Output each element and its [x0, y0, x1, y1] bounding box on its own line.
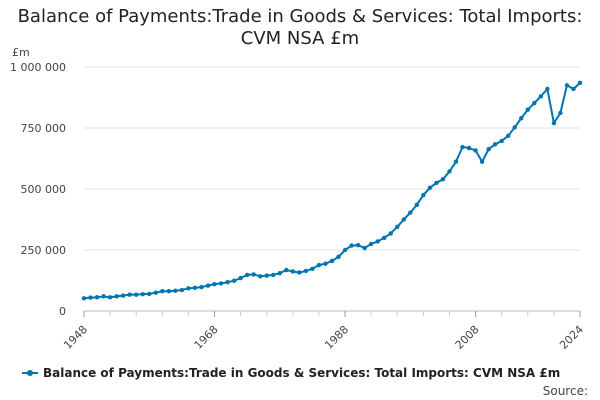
- data-point[interactable]: [342, 247, 348, 253]
- data-point[interactable]: [427, 185, 433, 190]
- data-point[interactable]: [558, 110, 563, 116]
- data-point[interactable]: [355, 242, 361, 248]
- data-point[interactable]: [107, 295, 113, 300]
- data-point[interactable]: [401, 217, 406, 222]
- data-point[interactable]: [271, 272, 276, 278]
- y-tick-label: 0: [59, 305, 66, 318]
- source-label: Source:: [542, 384, 588, 398]
- data-point[interactable]: [545, 86, 550, 92]
- data-point[interactable]: [192, 285, 198, 291]
- x-tick-label: 1968: [192, 323, 221, 352]
- data-point[interactable]: [434, 180, 439, 186]
- data-point[interactable]: [179, 287, 185, 293]
- data-point[interactable]: [205, 283, 211, 288]
- data-point[interactable]: [173, 288, 178, 293]
- data-point[interactable]: [160, 289, 165, 294]
- data-point[interactable]: [114, 294, 119, 299]
- data-point[interactable]: [532, 100, 537, 106]
- data-point[interactable]: [512, 125, 517, 130]
- y-tick-label: 500 000: [21, 183, 67, 196]
- data-point[interactable]: [519, 116, 524, 121]
- data-point[interactable]: [101, 294, 106, 299]
- series-line: [83, 82, 581, 300]
- data-point[interactable]: [408, 210, 413, 215]
- data-point[interactable]: [88, 295, 93, 300]
- data-point[interactable]: [551, 120, 557, 126]
- data-point[interactable]: [525, 107, 530, 112]
- data-point[interactable]: [336, 254, 341, 260]
- data-point[interactable]: [571, 86, 576, 92]
- x-tick-label: 2008: [453, 323, 482, 352]
- data-point[interactable]: [414, 202, 420, 208]
- data-point[interactable]: [244, 272, 250, 278]
- data-point[interactable]: [382, 235, 387, 240]
- data-point[interactable]: [460, 144, 465, 150]
- data-point[interactable]: [134, 292, 139, 297]
- data-point[interactable]: [395, 224, 400, 230]
- data-point[interactable]: [577, 80, 583, 86]
- data-point[interactable]: [323, 261, 328, 266]
- data-point[interactable]: [297, 270, 302, 275]
- data-point[interactable]: [127, 292, 132, 297]
- data-point[interactable]: [375, 239, 380, 244]
- x-tick-label: 1948: [61, 323, 90, 352]
- data-point[interactable]: [218, 281, 224, 286]
- data-point[interactable]: [166, 289, 172, 294]
- data-point[interactable]: [186, 286, 191, 291]
- data-point[interactable]: [564, 83, 570, 88]
- data-point[interactable]: [258, 274, 263, 279]
- data-point[interactable]: [199, 284, 204, 290]
- data-point[interactable]: [316, 262, 322, 268]
- data-point[interactable]: [303, 268, 309, 274]
- data-point[interactable]: [329, 258, 335, 264]
- data-point[interactable]: [231, 278, 237, 283]
- data-point[interactable]: [368, 241, 374, 247]
- data-point[interactable]: [212, 281, 217, 287]
- data-point[interactable]: [486, 147, 491, 152]
- y-axis-unit-label: £m: [12, 46, 30, 59]
- data-point[interactable]: [290, 269, 296, 274]
- chart-title: Balance of Payments:Trade in Goods & Ser…: [17, 6, 583, 49]
- data-point[interactable]: [421, 192, 426, 198]
- data-point[interactable]: [492, 142, 498, 147]
- data-point[interactable]: [466, 145, 472, 151]
- gridlines: [84, 66, 580, 312]
- data-point[interactable]: [251, 272, 256, 277]
- data-point[interactable]: [120, 293, 126, 298]
- legend: Balance of Payments:Trade in Goods & Ser…: [22, 366, 560, 380]
- data-point[interactable]: [453, 159, 459, 164]
- y-axis-ticks: 0 250 000 500 000 750 000 1 000 000: [10, 61, 66, 318]
- data-point[interactable]: [153, 290, 158, 295]
- data-point[interactable]: [479, 159, 485, 164]
- data-point[interactable]: [225, 280, 230, 285]
- data-point[interactable]: [310, 266, 315, 271]
- data-point[interactable]: [284, 267, 289, 273]
- data-point[interactable]: [94, 295, 100, 300]
- data-point[interactable]: [499, 138, 504, 144]
- y-tick-label: 250 000: [21, 244, 67, 257]
- data-point[interactable]: [440, 177, 446, 182]
- data-point[interactable]: [388, 231, 393, 236]
- x-axis-ticks: 1948 1968 1988 2008 2024: [61, 311, 586, 352]
- y-tick-label: 1 000 000: [10, 61, 66, 74]
- data-point[interactable]: [473, 148, 478, 153]
- data-point[interactable]: [264, 273, 269, 278]
- y-tick-label: 750 000: [21, 122, 67, 135]
- data-point[interactable]: [349, 243, 354, 248]
- data-point[interactable]: [147, 291, 152, 297]
- x-tick-label: 2024: [557, 323, 586, 352]
- x-tick-label: 1988: [322, 323, 351, 352]
- data-point[interactable]: [140, 291, 145, 297]
- data-point[interactable]: [238, 275, 243, 281]
- legend-label: Balance of Payments:Trade in Goods & Ser…: [43, 366, 561, 380]
- data-point[interactable]: [538, 94, 544, 99]
- data-point[interactable]: [506, 133, 511, 139]
- series-group: [81, 80, 583, 301]
- data-point[interactable]: [81, 296, 87, 301]
- data-point[interactable]: [362, 245, 367, 251]
- legend-marker-icon: [22, 367, 38, 379]
- data-point[interactable]: [277, 270, 282, 276]
- data-point[interactable]: [447, 169, 452, 174]
